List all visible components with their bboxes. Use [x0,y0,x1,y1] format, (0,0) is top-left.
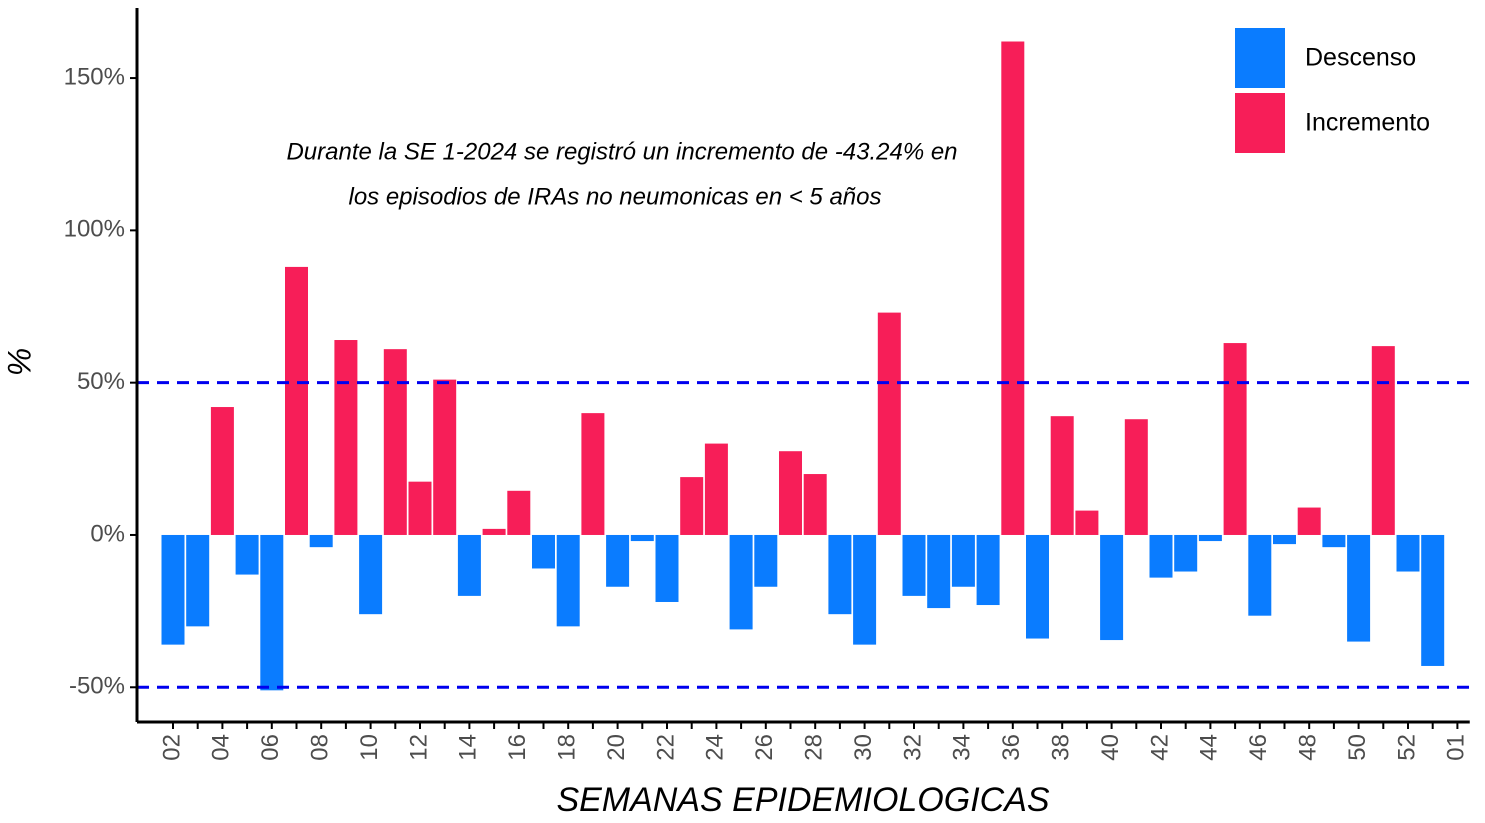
bar [1174,534,1198,572]
bar [1248,534,1272,616]
x-tick-label: 26 [751,734,778,761]
bar [433,379,457,535]
bar [1100,534,1124,641]
x-tick-label: 04 [208,734,235,761]
bar [161,534,185,645]
bar [1347,534,1371,642]
bar [1421,534,1445,666]
x-tick-label: 28 [801,734,828,761]
x-tick-label: 48 [1295,734,1322,761]
bar [1297,507,1321,535]
bar [309,534,333,548]
bar [828,534,852,615]
bar [507,490,531,535]
bar [1396,534,1420,572]
legend-label: Incremento [1305,109,1430,137]
x-tick-label: 12 [405,734,432,761]
bar [680,477,704,535]
x-tick-label: 36 [998,734,1025,761]
bar [260,534,284,691]
bar [235,534,259,575]
x-tick-label: 44 [1196,734,1223,761]
bar [210,407,234,535]
x-tick-label: 18 [554,734,581,761]
x-tick-label: 24 [702,734,729,761]
bar [457,534,481,596]
x-tick-label: 42 [1146,734,1173,761]
x-tick-label: 50 [1344,734,1371,761]
annotation: Durante la SE 1-2024 se registró un incr… [286,138,957,165]
x-tick-label: 10 [356,734,383,761]
bar [285,266,308,535]
y-tick-label: 50% [77,368,125,395]
x-tick-label: 06 [257,734,284,761]
bar [408,481,432,535]
x-tick-label: 22 [652,734,679,761]
bar [754,534,778,587]
bar [803,474,827,535]
bar [532,534,555,569]
x-tick-label: 30 [850,734,877,761]
bar [383,349,407,535]
bar [877,312,901,535]
bar [1026,534,1049,639]
bar [902,534,926,596]
bar [1198,534,1222,542]
bar [1001,41,1025,535]
x-tick-label: 01 [1443,734,1470,761]
x-tick-label: 08 [307,734,334,761]
bar [630,534,654,542]
bar [1149,534,1173,578]
x-tick-label: 32 [899,734,926,761]
legend-label: Descenso [1305,44,1416,72]
x-tick-label: 46 [1245,734,1272,761]
bar [1322,534,1346,548]
bar [704,443,728,535]
annotation: los episodios de IRAs no neumonicas en <… [348,183,881,210]
legend-swatch [1235,93,1285,153]
y-tick-label: 0% [90,520,125,547]
legend-swatch [1235,28,1285,88]
x-tick-label: 14 [455,734,482,761]
bar [1371,346,1395,535]
x-tick-label: 16 [504,734,531,761]
bar [1124,419,1148,535]
x-tick-label: 40 [1097,734,1124,761]
bar [606,534,630,587]
bar [556,534,580,627]
y-tick-label: 150% [64,63,125,90]
bar [1050,416,1074,535]
y-tick-label: -50% [69,673,125,700]
x-tick-label: 52 [1393,734,1420,761]
bar [655,534,679,602]
bar [581,413,605,535]
bar [1223,343,1247,535]
x-tick-label: 20 [603,734,630,761]
x-axis-title: SEMANAS EPIDEMIOLOGICAS [556,781,1049,819]
bar [334,340,358,535]
bar [951,534,975,587]
bar [359,534,383,615]
bar [976,534,1000,606]
x-tick-label: 02 [158,734,185,761]
bar [729,534,753,630]
bar [1273,534,1296,545]
bar [186,534,210,627]
x-tick-label: 38 [1048,734,1075,761]
y-axis-title: % [1,348,37,376]
x-tick-label: 34 [949,734,976,761]
bar [779,451,802,535]
bar [1075,510,1099,535]
bar [853,534,877,645]
bar [482,528,506,535]
bar [927,534,951,609]
y-tick-label: 100% [64,216,125,243]
